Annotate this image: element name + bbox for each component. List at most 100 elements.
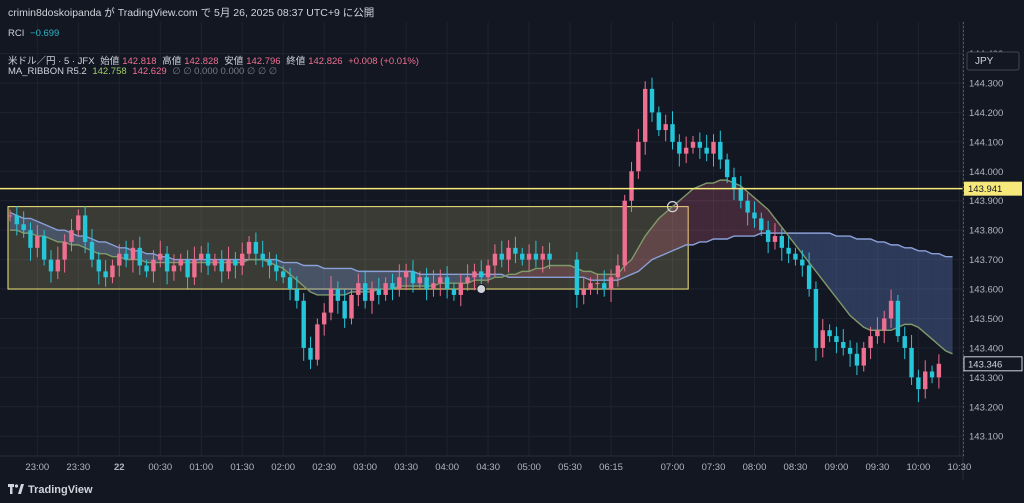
candlestick-chart[interactable]: 144.400144.300144.200144.100144.000143.9… [0,22,1024,480]
anchor-marker[interactable] [666,201,679,213]
candle[interactable] [663,124,668,131]
candle[interactable] [110,265,115,278]
candle[interactable] [813,289,819,348]
candle[interactable] [315,324,320,360]
candle[interactable] [827,330,832,337]
candle[interactable] [164,253,170,272]
candle[interactable] [574,259,580,295]
candle[interactable] [192,259,197,278]
candle[interactable] [656,112,662,131]
candle[interactable] [151,259,156,272]
candle[interactable] [417,277,422,284]
candle[interactable] [458,283,463,295]
candle[interactable] [786,247,791,254]
candle[interactable] [841,342,846,348]
candle[interactable] [260,253,265,260]
candle[interactable] [82,215,88,242]
candle[interactable] [226,259,231,272]
candle[interactable] [137,247,142,266]
candle[interactable] [28,230,33,248]
candle[interactable] [759,218,764,231]
candle[interactable] [465,277,470,284]
currency-badge[interactable] [966,51,1020,71]
candle[interactable] [356,283,361,295]
candle[interactable] [431,283,436,290]
candle[interactable] [929,371,935,378]
candle[interactable] [540,253,545,260]
candle[interactable] [793,253,798,260]
candle[interactable] [7,215,13,217]
candle[interactable] [178,259,183,266]
candle[interactable] [123,253,129,260]
candle[interactable] [909,347,914,378]
candle[interactable] [820,330,825,348]
candle[interactable] [376,289,382,295]
candle[interactable] [738,188,744,201]
candle[interactable] [581,289,586,295]
candle[interactable] [96,259,101,272]
candle[interactable] [800,259,805,266]
candle[interactable] [499,253,504,260]
candle[interactable] [281,271,286,278]
candle[interactable] [335,289,341,301]
candle[interactable] [451,289,457,295]
candle[interactable] [274,265,279,272]
candle[interactable] [636,141,641,172]
candle[interactable] [246,241,252,254]
candle[interactable] [342,300,347,319]
candle[interactable] [806,265,812,290]
candle[interactable] [294,289,300,301]
candle[interactable] [677,141,682,154]
candle[interactable] [547,253,552,260]
candle[interactable] [888,300,894,319]
candle[interactable] [69,230,74,242]
candle[interactable] [117,253,122,266]
candle[interactable] [649,88,655,113]
candle[interactable] [403,271,409,278]
candle[interactable] [328,289,334,313]
candle[interactable] [923,371,928,390]
tradingview-logo[interactable]: TradingView [8,484,93,496]
candle[interactable] [765,230,771,242]
candle[interactable] [410,271,416,284]
candle[interactable] [171,265,177,272]
candle[interactable] [513,247,518,254]
candle[interactable] [854,353,860,366]
candle[interactable] [670,124,675,142]
event-marker[interactable] [476,284,487,295]
candle[interactable] [622,200,627,266]
candle[interactable] [492,253,498,266]
candle[interactable] [936,363,942,378]
candle[interactable] [41,236,47,260]
candle[interactable] [861,347,866,366]
candle[interactable] [253,241,259,254]
candle[interactable] [472,271,477,278]
candle[interactable] [444,277,450,290]
candle[interactable] [704,147,709,154]
candle[interactable] [21,224,26,231]
candle[interactable] [718,141,723,160]
candle[interactable] [369,289,375,301]
candle[interactable] [779,236,784,248]
candle[interactable] [130,247,136,260]
candle[interactable] [847,347,853,354]
candle[interactable] [834,336,839,343]
candle[interactable] [882,318,887,331]
candle[interactable] [745,200,750,213]
candle[interactable] [595,283,600,285]
candle[interactable] [35,236,40,248]
candle[interactable] [390,283,395,290]
candle[interactable] [14,215,20,225]
candle[interactable] [158,253,163,260]
candle[interactable] [479,271,484,278]
candle[interactable] [485,265,491,278]
candle[interactable] [602,283,607,290]
candle[interactable] [233,259,238,266]
candle[interactable] [731,177,737,189]
candle[interactable] [588,283,593,290]
candle[interactable] [308,347,313,360]
candle[interactable] [438,277,443,284]
chart-area[interactable]: 144.400144.300144.200144.100144.000143.9… [0,22,1024,480]
candle[interactable] [520,253,525,260]
candle[interactable] [321,312,327,325]
